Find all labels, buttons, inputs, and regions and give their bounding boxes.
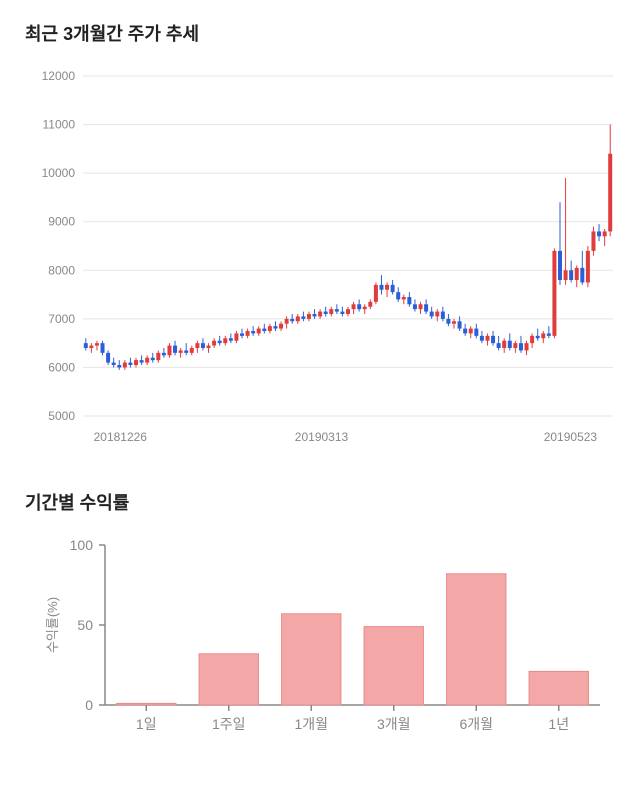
svg-text:1개월: 1개월 — [294, 716, 328, 732]
svg-text:10000: 10000 — [42, 166, 76, 180]
svg-text:1주일: 1주일 — [212, 716, 246, 732]
svg-text:9000: 9000 — [48, 215, 75, 229]
svg-text:1일: 1일 — [136, 716, 157, 732]
svg-text:20181226: 20181226 — [94, 430, 148, 444]
bar-plot: 0 50 100 수익률(%) 1일 1주일 1개월 3개월 6개월 1년 — [25, 530, 615, 750]
candlestick-plot: 5000 6000 7000 8000 9000 10000 11000 12000 20181… — [25, 61, 615, 461]
candlestick-section: 최근 3개월간 주가 추세 5000 6000 7000 8000 9000 10000 1… — [25, 20, 615, 461]
svg-text:8000: 8000 — [48, 263, 75, 277]
svg-text:1년: 1년 — [548, 716, 569, 732]
bar-section: 기간별 수익률 0 50 100 수익률(%) 1일 1주일 1개월 3개월 6개월 1년 — [25, 489, 615, 750]
page-container: 최근 3개월간 주가 추세 5000 6000 7000 8000 9000 10000 1… — [0, 0, 640, 770]
svg-text:5000: 5000 — [48, 409, 75, 423]
svg-text:6개월: 6개월 — [459, 716, 493, 732]
svg-text:수익률(%): 수익률(%) — [45, 597, 60, 653]
svg-text:6000: 6000 — [48, 360, 75, 374]
svg-text:12000: 12000 — [42, 69, 76, 83]
svg-text:7000: 7000 — [48, 312, 75, 326]
svg-text:50: 50 — [77, 617, 93, 633]
svg-text:20190523: 20190523 — [544, 430, 598, 444]
svg-text:3개월: 3개월 — [377, 716, 411, 732]
candlestick-title: 최근 3개월간 주가 추세 — [25, 20, 615, 46]
svg-text:20190313: 20190313 — [295, 430, 349, 444]
svg-text:100: 100 — [70, 537, 94, 553]
bar-title: 기간별 수익률 — [25, 489, 615, 515]
svg-text:11000: 11000 — [43, 118, 76, 132]
svg-text:0: 0 — [85, 697, 93, 713]
